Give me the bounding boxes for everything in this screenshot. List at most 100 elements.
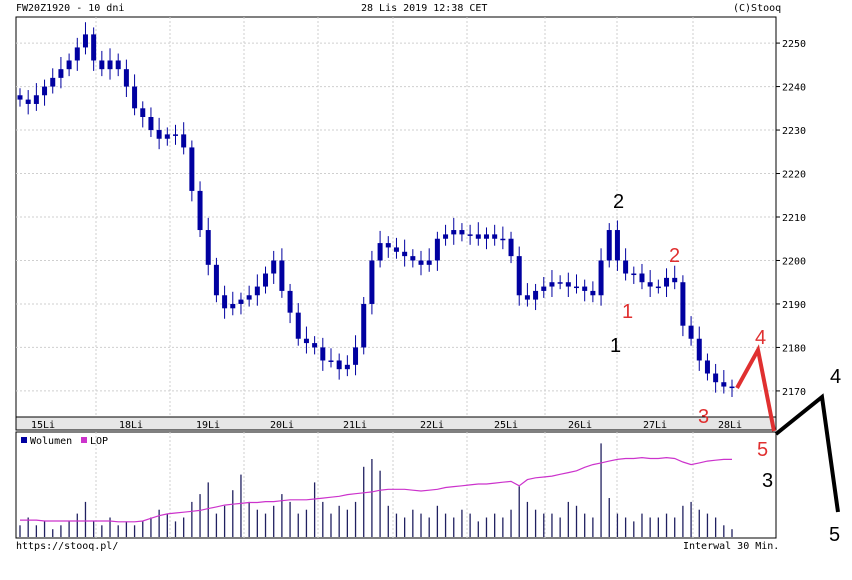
candle-body bbox=[17, 95, 23, 100]
price-axis: 2170 2180 2190 2200 2210 2220 2230 2240 2250 bbox=[776, 39, 806, 398]
candle-body bbox=[606, 230, 612, 261]
candle-body bbox=[623, 260, 629, 274]
wave-label-red-5: 5 bbox=[757, 439, 768, 461]
candle-body bbox=[328, 360, 334, 362]
candle-body bbox=[434, 238, 440, 261]
candle-body bbox=[680, 282, 686, 326]
x-tick-label: 27Li bbox=[643, 420, 667, 431]
chart-datetime: 28 Lis 2019 12:38 CET bbox=[361, 3, 488, 14]
candle-body bbox=[574, 286, 580, 289]
candle-body bbox=[140, 108, 146, 117]
date-strip bbox=[15, 416, 777, 431]
candle-body bbox=[132, 86, 138, 109]
candle-body bbox=[565, 282, 571, 287]
candlestick-series bbox=[17, 22, 735, 397]
candle-body bbox=[50, 77, 56, 87]
volume-panel bbox=[15, 431, 777, 539]
lop-line bbox=[20, 456, 732, 523]
candle-body bbox=[66, 60, 72, 70]
candle-body bbox=[164, 134, 170, 139]
candle-body bbox=[639, 273, 645, 283]
candle-body bbox=[303, 338, 309, 344]
y-tick-label: 2250 bbox=[782, 39, 806, 50]
candle-body bbox=[516, 256, 522, 296]
candle-body bbox=[74, 47, 80, 61]
candle-body bbox=[729, 386, 735, 389]
chart-source: (C)Stooq bbox=[733, 3, 782, 14]
candle-body bbox=[312, 343, 318, 348]
wave-label-red-1: 1 bbox=[622, 301, 633, 323]
candle-body bbox=[361, 303, 367, 348]
date-axis: 15Li 18Li 19Li 20Li 21Li 22Li 25Li 26Li 27Li 28Li bbox=[31, 420, 742, 431]
wave-label-black-5: 5 bbox=[829, 524, 840, 546]
candle-body bbox=[459, 230, 465, 235]
legend-volume-label: Wolumen bbox=[30, 436, 72, 447]
x-tick-label: 20Li bbox=[270, 420, 294, 431]
candle-body bbox=[156, 130, 162, 139]
candle-body bbox=[598, 260, 604, 296]
candle-body bbox=[99, 60, 105, 70]
candle-body bbox=[426, 260, 432, 265]
candle-body bbox=[295, 312, 301, 339]
candle-body bbox=[213, 264, 219, 296]
candle-body bbox=[336, 360, 342, 370]
candle-body bbox=[492, 234, 498, 239]
candle-body bbox=[58, 69, 64, 78]
candle-body bbox=[287, 290, 293, 313]
black-wave-annotation bbox=[774, 393, 840, 513]
y-tick-label: 2190 bbox=[782, 300, 806, 311]
candle-body bbox=[377, 243, 383, 261]
candle-body bbox=[418, 260, 424, 265]
candle-body bbox=[148, 117, 154, 131]
volume-grid bbox=[95, 432, 694, 538]
x-tick-label: 26Li bbox=[568, 420, 592, 431]
candle-body bbox=[107, 60, 113, 70]
candle-body bbox=[582, 286, 588, 291]
candle-body bbox=[688, 325, 694, 339]
candle-body bbox=[115, 60, 121, 70]
x-tick-label: 22Li bbox=[420, 420, 444, 431]
candle-body bbox=[590, 290, 596, 296]
candle-body bbox=[533, 290, 539, 300]
candle-body bbox=[263, 273, 269, 287]
candle-body bbox=[222, 295, 228, 309]
candle-body bbox=[631, 273, 637, 276]
candle-body bbox=[557, 282, 563, 284]
candle-body bbox=[189, 147, 195, 191]
x-tick-label: 28Li bbox=[718, 420, 742, 431]
candle-body bbox=[123, 69, 129, 87]
candle-body bbox=[524, 295, 530, 300]
candle-body bbox=[279, 260, 285, 291]
candle-body bbox=[475, 234, 481, 239]
legend-volume-swatch bbox=[21, 437, 27, 443]
candle-body bbox=[254, 286, 260, 296]
candle-body bbox=[181, 134, 187, 148]
candle-body bbox=[25, 99, 31, 104]
candle-body bbox=[246, 295, 252, 300]
wave-label-black-4: 4 bbox=[830, 366, 841, 388]
candle-body bbox=[393, 247, 399, 252]
candle-body bbox=[238, 299, 244, 304]
footer-url[interactable]: https://stooq.pl/ bbox=[16, 541, 119, 552]
candle-body bbox=[655, 286, 661, 289]
wave-label-black-2: 2 bbox=[613, 191, 624, 213]
candle-body bbox=[549, 282, 555, 287]
candle-body bbox=[541, 286, 547, 291]
x-tick-label: 21Li bbox=[343, 420, 367, 431]
candle-body bbox=[271, 260, 277, 274]
wave-label-red-3: 3 bbox=[698, 406, 709, 428]
candle-body bbox=[410, 256, 416, 261]
wave-labels: 2 1 4 3 5 2 1 4 3 5 bbox=[610, 191, 841, 546]
candle-body bbox=[344, 364, 350, 370]
candle-body bbox=[451, 230, 457, 235]
y-tick-label: 2220 bbox=[782, 170, 806, 181]
candle-body bbox=[42, 86, 48, 96]
volume-series bbox=[19, 443, 733, 537]
candle-body bbox=[172, 134, 178, 136]
candle-body bbox=[500, 238, 506, 241]
x-tick-label: 15Li bbox=[31, 420, 55, 431]
candle-body bbox=[402, 251, 408, 257]
x-tick-label: 18Li bbox=[119, 420, 143, 431]
y-tick-label: 2230 bbox=[782, 126, 806, 137]
